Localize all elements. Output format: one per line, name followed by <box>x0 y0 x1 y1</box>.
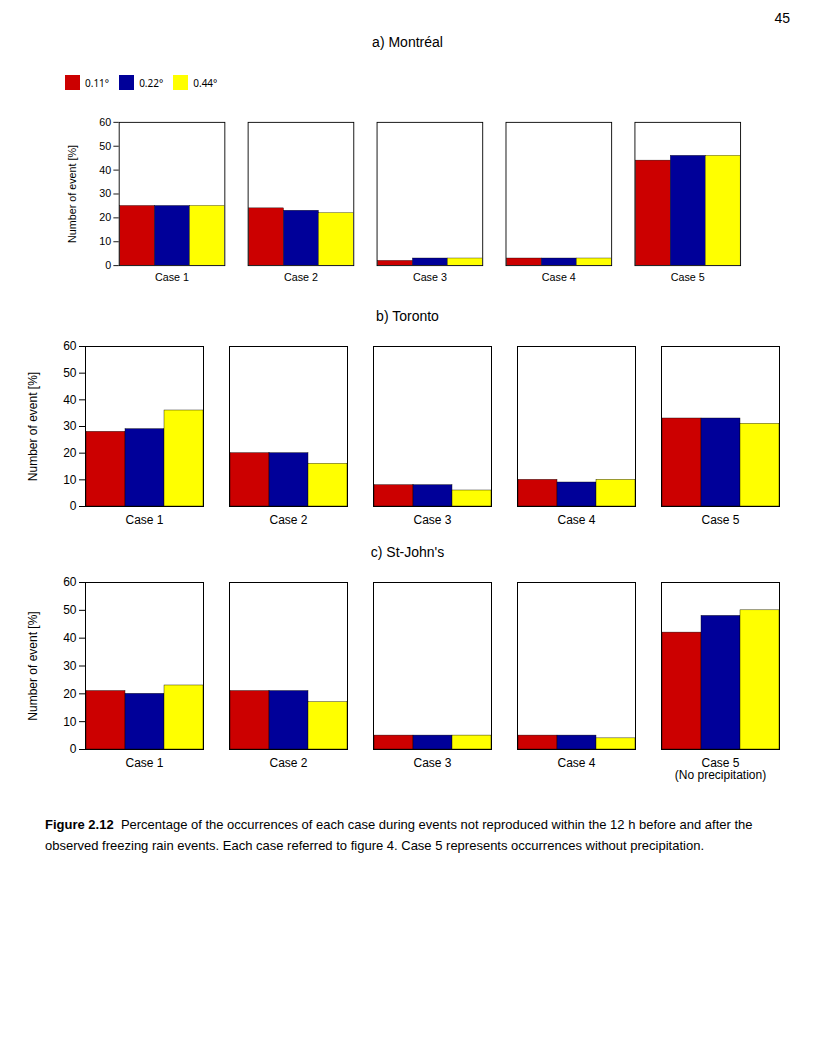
svg-text:Case 1: Case 1 <box>125 513 163 527</box>
svg-text:Case 4: Case 4 <box>557 513 595 527</box>
html-text:0.44°: 0.44° <box>193 75 218 90</box>
svg-text:Case 3: Case 3 <box>413 513 451 527</box>
svg-text:Number of event [%]: Number of event [%] <box>26 611 40 720</box>
svg-text:Case 1: Case 1 <box>125 756 163 770</box>
svg-text:Case 2: Case 2 <box>269 756 307 770</box>
html-text:45: 45 <box>774 10 790 26</box>
svg-text:Number of event [%]: Number of event [%] <box>66 145 78 243</box>
svg-text:Number of event [%]: Number of event [%] <box>26 372 40 481</box>
svg-text:20: 20 <box>99 211 111 223</box>
svg-text:10: 10 <box>99 235 111 247</box>
svg-text:Case 3: Case 3 <box>413 271 447 283</box>
svg-text:50: 50 <box>63 366 77 380</box>
svg-text:Case 2: Case 2 <box>284 271 318 283</box>
svg-text:Case 5: Case 5 <box>701 513 739 527</box>
svg-text:40: 40 <box>63 393 77 407</box>
svg-text:Case 1: Case 1 <box>155 271 189 283</box>
svg-text:30: 30 <box>63 419 77 433</box>
svg-text:Case 5(No precipitation): Case 5(No precipitation) <box>675 756 766 782</box>
svg-text:30: 30 <box>99 187 111 199</box>
svg-text:30: 30 <box>63 659 77 673</box>
html-text:0.22°: 0.22° <box>139 75 164 90</box>
svg-text:Case 5: Case 5 <box>671 271 705 283</box>
svg-text:0: 0 <box>70 742 77 756</box>
svg-text:60: 60 <box>63 575 77 589</box>
svg-text:10: 10 <box>63 473 77 487</box>
svg-text:10: 10 <box>63 715 77 729</box>
svg-text:60: 60 <box>99 116 111 128</box>
svg-text:50: 50 <box>63 603 77 617</box>
svg-text:20: 20 <box>63 687 77 701</box>
svg-text:Case 2: Case 2 <box>269 513 307 527</box>
html-text:Percentage of the occurrences: Percentage of the occurrences of each ca… <box>45 817 753 853</box>
html-text:b) Toronto: b) Toronto <box>376 308 439 324</box>
html-text:0.11°: 0.11° <box>85 75 110 90</box>
svg-text:50: 50 <box>99 140 111 152</box>
svg-text:20: 20 <box>63 446 77 460</box>
svg-text:60: 60 <box>63 339 77 353</box>
svg-text:Case 3: Case 3 <box>413 756 451 770</box>
html-text:a) Montréal: a) Montréal <box>372 34 443 50</box>
svg-text:40: 40 <box>99 164 111 176</box>
svg-text:40: 40 <box>63 631 77 645</box>
html-text:c) St-John's: c) St-John's <box>370 544 445 560</box>
html-text:Figure 2.12: Figure 2.12 <box>45 817 114 832</box>
svg-text:0: 0 <box>70 499 77 513</box>
svg-text:Case 4: Case 4 <box>557 756 595 770</box>
svg-text:Case 4: Case 4 <box>542 271 576 283</box>
svg-text:0: 0 <box>105 259 111 271</box>
